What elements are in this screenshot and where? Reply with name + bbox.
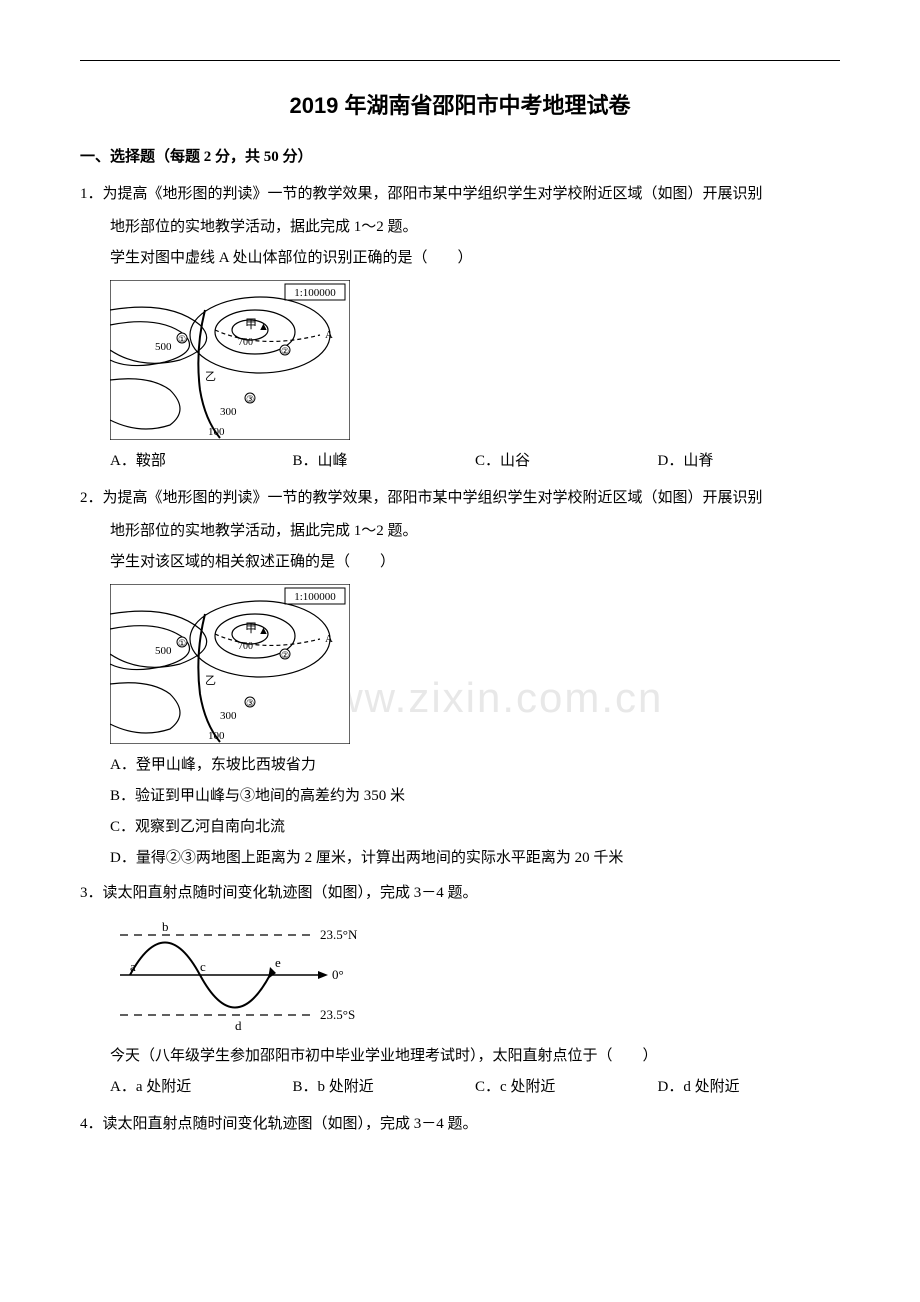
svg-text:③: ③ [246, 698, 254, 708]
q1-stem1: 为提高《地形图的判读》一节的教学效果，邵阳市某中学组织学生对学校附近区域（如图）… [103, 186, 763, 202]
svg-text:500: 500 [155, 341, 172, 353]
svg-text:100: 100 [208, 426, 225, 438]
topo-diagram-2: 1:100000 A 500 700 300 100 甲 ▲ ① ② ③ 乙 [110, 584, 840, 744]
svg-text:①: ① [178, 638, 186, 648]
q3-opt-d: D．d 处附近 [658, 1074, 841, 1101]
svg-text:23.5°S: 23.5°S [320, 1007, 355, 1022]
svg-text:②: ② [281, 650, 289, 660]
q2-stem2: 地形部位的实地教学活动，据此完成 1～2 题。 [80, 518, 840, 545]
svg-text:0°: 0° [332, 967, 344, 982]
svg-text:乙: 乙 [205, 370, 216, 383]
question-3: 3．读太阳直射点随时间变化轨迹图（如图），完成 3－4 题。 [80, 880, 840, 907]
svg-text:甲: 甲 [245, 317, 257, 331]
q2-opt-c: C．观察到乙河自南向北流 [80, 814, 840, 841]
svg-text:▲: ▲ [258, 321, 269, 333]
svg-text:300: 300 [220, 710, 237, 722]
question-1: 1．为提高《地形图的判读》一节的教学效果，邵阳市某中学组织学生对学校附近区域（如… [80, 181, 840, 208]
q4-stem: 读太阳直射点随时间变化轨迹图（如图），完成 3－4 题。 [103, 1116, 478, 1132]
q1-stem2: 地形部位的实地教学活动，据此完成 1～2 题。 [80, 214, 840, 241]
q2-opt-b: B．验证到甲山峰与③地间的高差约为 350 米 [80, 783, 840, 810]
svg-text:300: 300 [220, 406, 237, 418]
svg-text:700: 700 [238, 641, 253, 652]
q2-opt-a: A．登甲山峰，东坡比西坡省力 [80, 752, 840, 779]
q3-num: 3． [80, 885, 103, 901]
sun-diagram: a b c d e 23.5°N 0° 23.5°S [110, 915, 840, 1035]
svg-text:500: 500 [155, 645, 172, 657]
question-4: 4．读太阳直射点随时间变化轨迹图（如图），完成 3－4 题。 [80, 1111, 840, 1138]
svg-text:▲: ▲ [258, 625, 269, 637]
svg-text:1:100000: 1:100000 [294, 591, 336, 603]
svg-text:23.5°N: 23.5°N [320, 927, 358, 942]
q3-subq: 今天（八年级学生参加邵阳市初中毕业学业地理考试时），太阳直射点位于（ ） [80, 1043, 840, 1070]
q1-num: 1． [80, 186, 103, 202]
svg-text:e: e [275, 955, 281, 970]
svg-text:②: ② [281, 346, 289, 356]
q2-subq: 学生对该区域的相关叙述正确的是（ ） [80, 549, 840, 576]
svg-text:A: A [325, 633, 333, 645]
svg-text:①: ① [178, 334, 186, 344]
q1-subq: 学生对图中虚线 A 处山体部位的识别正确的是（ ） [80, 245, 840, 272]
q1-options: A．鞍部 B．山峰 C．山谷 D．山脊 [80, 448, 840, 475]
svg-text:A: A [325, 329, 333, 341]
svg-text:c: c [200, 959, 206, 974]
svg-text:700: 700 [238, 337, 253, 348]
scale-label: 1:100000 [294, 287, 336, 299]
q3-opt-c: C．c 处附近 [475, 1074, 658, 1101]
svg-text:a: a [130, 959, 136, 974]
question-2: 2．为提高《地形图的判读》一节的教学效果，邵阳市某中学组织学生对学校附近区域（如… [80, 485, 840, 512]
q2-opt-d: D．量得②③两地图上距离为 2 厘米，计算出两地间的实际水平距离为 20 千米 [80, 845, 840, 872]
svg-text:③: ③ [246, 394, 254, 404]
q2-stem1: 为提高《地形图的判读》一节的教学效果，邵阳市某中学组织学生对学校附近区域（如图）… [103, 490, 763, 506]
svg-text:甲: 甲 [245, 621, 257, 635]
q1-opt-d: D．山脊 [658, 448, 841, 475]
q3-options: A．a 处附近 B．b 处附近 C．c 处附近 D．d 处附近 [80, 1074, 840, 1101]
q1-opt-b: B．山峰 [293, 448, 476, 475]
q2-num: 2． [80, 490, 103, 506]
section-header: 一、选择题（每题 2 分，共 50 分） [80, 144, 840, 171]
svg-text:100: 100 [208, 730, 225, 742]
q1-opt-a: A．鞍部 [110, 448, 293, 475]
q3-opt-b: B．b 处附近 [293, 1074, 476, 1101]
q1-opt-c: C．山谷 [475, 448, 658, 475]
topo-diagram-1: 1:100000 A 500 700 300 100 甲 ▲ ① ② ③ 乙 [110, 280, 840, 440]
svg-text:b: b [162, 919, 169, 934]
svg-text:乙: 乙 [205, 674, 216, 687]
q3-stem: 读太阳直射点随时间变化轨迹图（如图），完成 3－4 题。 [103, 885, 478, 901]
q4-num: 4． [80, 1116, 103, 1132]
svg-text:d: d [235, 1018, 242, 1033]
page-title: 2019 年湖南省邵阳市中考地理试卷 [80, 86, 840, 126]
q3-opt-a: A．a 处附近 [110, 1074, 293, 1101]
